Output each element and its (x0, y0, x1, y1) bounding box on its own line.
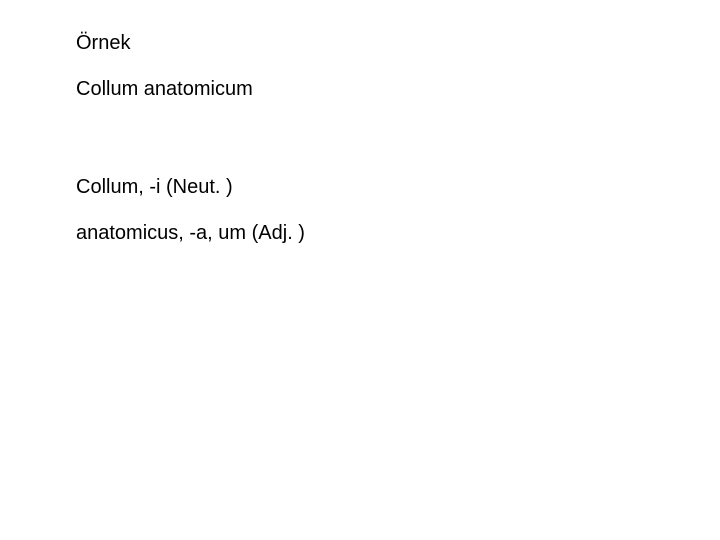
document-page: Örnek Collum anatomicum Collum, -i (Neut… (0, 0, 720, 540)
text-line-4: anatomicus, -a, um (Adj. ) (76, 220, 720, 246)
text-line-3: Collum, -i (Neut. ) (76, 174, 720, 200)
text-line-1: Örnek (76, 30, 720, 56)
blank-gap (76, 122, 720, 174)
text-line-2: Collum anatomicum (76, 76, 720, 102)
